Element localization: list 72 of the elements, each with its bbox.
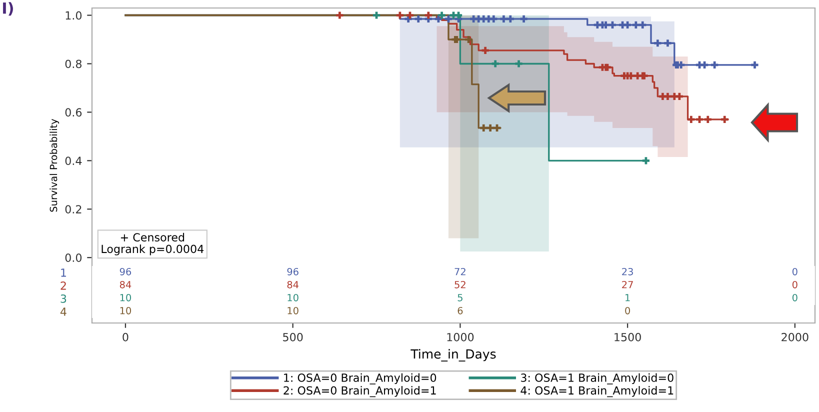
y-tick-label: 0.6 bbox=[65, 108, 82, 117]
x-tick-label: 1500 bbox=[614, 332, 641, 342]
data-label: 0 bbox=[625, 306, 630, 314]
x-tick-label: 2000 bbox=[782, 332, 808, 342]
point bbox=[396, 12, 404, 19]
y-tick-label: 2 bbox=[60, 281, 66, 290]
x-tick-label: 1000 bbox=[447, 332, 474, 342]
y-tick-label: 0.8 bbox=[65, 60, 82, 68]
data-label: 0 bbox=[792, 294, 798, 302]
data-label: 52 bbox=[454, 280, 466, 288]
annotation: + Censored bbox=[120, 232, 184, 242]
data-label: 5 bbox=[458, 294, 462, 302]
data-label: 10 bbox=[120, 294, 132, 302]
data-label: 0 bbox=[792, 268, 798, 276]
point bbox=[414, 15, 422, 22]
point bbox=[454, 12, 462, 19]
point bbox=[664, 92, 672, 100]
point bbox=[688, 116, 695, 124]
point bbox=[721, 116, 728, 124]
data-label: 72 bbox=[454, 268, 466, 276]
data-label: 0 bbox=[792, 280, 798, 288]
y-tick-label: 0.0 bbox=[65, 254, 82, 262]
data-label: 96 bbox=[120, 268, 132, 276]
y-tick-label: 0.4 bbox=[65, 156, 82, 166]
data-label: 84 bbox=[287, 280, 298, 288]
point bbox=[664, 40, 672, 47]
legend-label: 2: OSA=0 Brain_Amyloid=1 bbox=[284, 386, 436, 398]
x-tick-label: 500 bbox=[283, 332, 303, 342]
point bbox=[711, 61, 718, 68]
point bbox=[500, 15, 508, 22]
legend-label: 3: OSA=1 Brain_Amyloid=0 bbox=[521, 373, 674, 384]
point bbox=[639, 21, 646, 29]
point bbox=[406, 12, 414, 19]
data-label: 27 bbox=[622, 280, 633, 288]
y-tick-label: 1 bbox=[61, 268, 66, 277]
data-label: 10 bbox=[288, 294, 298, 302]
legend-label: 4: OSA=1 Brain_Amyloid=1 bbox=[520, 386, 674, 398]
y-tick-label: 1.0 bbox=[66, 11, 82, 20]
point bbox=[751, 61, 758, 68]
point bbox=[444, 15, 452, 22]
data-label: 96 bbox=[287, 268, 298, 276]
annotation: Logrank p=0.0004 bbox=[102, 244, 204, 256]
point bbox=[704, 116, 712, 124]
point bbox=[486, 124, 494, 132]
y-tick-label: 4 bbox=[60, 308, 66, 316]
point bbox=[336, 12, 344, 19]
point bbox=[372, 12, 380, 19]
legend-label: 1: OSA=0 Brain_Amyloid=0 bbox=[284, 373, 436, 384]
data-label: 23 bbox=[622, 268, 633, 276]
point bbox=[424, 12, 432, 19]
data-label: 1 bbox=[626, 294, 630, 302]
point bbox=[480, 124, 488, 132]
data-label: 6 bbox=[458, 306, 463, 314]
point bbox=[642, 157, 650, 164]
data-label: 10 bbox=[288, 306, 298, 314]
point bbox=[515, 60, 522, 68]
point bbox=[490, 15, 498, 22]
point bbox=[506, 15, 514, 22]
point bbox=[520, 15, 528, 22]
point bbox=[492, 60, 499, 68]
y-axis-title: Survival Probability bbox=[50, 118, 60, 212]
x-axis-title: Time_in_Days bbox=[410, 349, 496, 362]
y-tick-label: 3 bbox=[60, 294, 66, 303]
point bbox=[654, 40, 662, 47]
data-label: 84 bbox=[120, 280, 132, 288]
point bbox=[632, 21, 640, 29]
point bbox=[482, 46, 489, 54]
data-label: 10 bbox=[120, 306, 132, 314]
point bbox=[438, 12, 446, 19]
text: I) bbox=[3, 2, 13, 16]
y-tick-label: 0.2 bbox=[65, 205, 82, 214]
x-tick-label: 0 bbox=[122, 332, 128, 342]
